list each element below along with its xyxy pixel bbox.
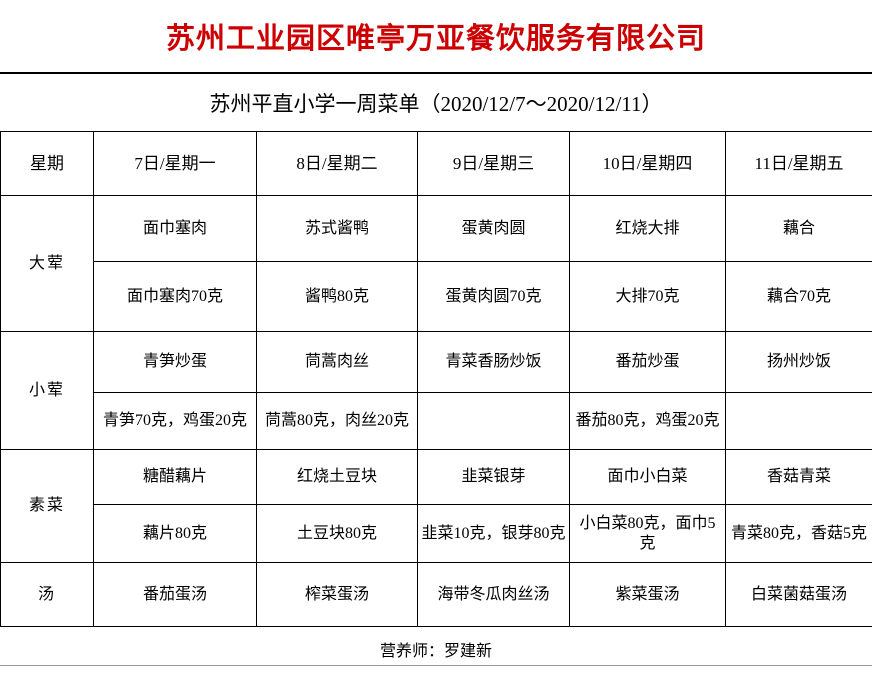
header-cell-friday: 11日/星期五 [725, 131, 872, 196]
header-cell-thursday: 10日/星期四 [569, 131, 726, 196]
dish-cell: 茼蒿肉丝 [256, 331, 418, 393]
weight-cell: 土豆块80克 [256, 504, 418, 563]
dish-cell: 红烧土豆块 [256, 449, 418, 505]
weight-cell: 藕合70克 [725, 261, 872, 332]
weight-cell: 青菜80克，香菇5克 [725, 504, 872, 563]
header-cell-tuesday: 8日/星期二 [256, 131, 418, 196]
dish-cell: 藕合 [725, 195, 872, 262]
table-header-row: 星期 7日/星期一 8日/星期二 9日/星期三 10日/星期四 11日/星期五 [0, 131, 872, 196]
dish-cell: 蛋黄肉圆 [417, 195, 570, 262]
row-label-soup: 汤 [0, 562, 94, 627]
row-label-vegetable: 素菜 [0, 449, 94, 563]
header-cell-wednesday: 9日/星期三 [417, 131, 570, 196]
soup-cell: 榨菜蛋汤 [256, 562, 418, 627]
table-row: 面巾塞肉70克 酱鸭80克 蛋黄肉圆70克 大排70克 藕合70克 [1, 261, 872, 332]
weight-cell: 面巾塞肉70克 [93, 261, 257, 332]
table-row: 青笋70克，鸡蛋20克 茼蒿80克，肉丝20克 番茄80克，鸡蛋20克 [1, 392, 872, 450]
soup-cell: 番茄蛋汤 [93, 562, 257, 627]
soup-cell: 海带冬瓜肉丝汤 [417, 562, 570, 627]
weight-cell: 蛋黄肉圆70克 [417, 261, 570, 332]
nutritionist-note: 营养师：罗建新 [379, 643, 492, 660]
weight-cell: 藕片80克 [93, 504, 257, 563]
weekly-menu-table: 星期 7日/星期一 8日/星期二 9日/星期三 10日/星期四 11日/星期五 … [0, 131, 872, 627]
dish-cell: 番茄炒蛋 [569, 331, 726, 393]
weight-cell: 小白菜80克，面巾5克 [569, 504, 726, 563]
company-title: 苏州工业园区唯亭万亚餐饮服务有限公司 [165, 23, 706, 55]
dish-cell: 扬州炒饭 [725, 331, 872, 393]
dish-cell: 青菜香肠炒饭 [417, 331, 570, 393]
row-label-small-meat: 小荤 [0, 331, 94, 450]
company-title-bar: 苏州工业园区唯亭万亚餐饮服务有限公司 [0, 0, 872, 74]
soup-cell: 紫菜蛋汤 [569, 562, 726, 627]
dish-cell: 苏式酱鸭 [256, 195, 418, 262]
table-row: 大荤 面巾塞肉 苏式酱鸭 蛋黄肉圆 红烧大排 藕合 [0, 195, 872, 332]
table-row: 汤 番茄蛋汤 榨菜蛋汤 海带冬瓜肉丝汤 紫菜蛋汤 白菜菌菇蛋汤 [0, 562, 872, 627]
dish-cell: 面巾小白菜 [569, 449, 726, 505]
weight-cell: 青笋70克，鸡蛋20克 [93, 392, 257, 450]
weight-cell: 韭菜10克，银芽80克 [417, 504, 570, 563]
table-row: 藕片80克 土豆块80克 韭菜10克，银芽80克 小白菜80克，面巾5克 青菜8… [1, 504, 872, 563]
table-row: 素菜 糖醋藕片 红烧土豆块 韭菜银芽 面巾小白菜 香菇青菜 [0, 449, 872, 563]
dish-cell: 面巾塞肉 [93, 195, 257, 262]
row-label-main-meat: 大荤 [0, 195, 94, 332]
dish-cell: 青笋炒蛋 [93, 331, 257, 393]
weight-cell: 茼蒿80克，肉丝20克 [256, 392, 418, 450]
menu-subtitle: 苏州平直小学一周菜单（2020/12/7～2020/12/11） [209, 91, 663, 116]
header-cell-week: 星期 [0, 131, 94, 196]
footer: 营养师：罗建新 [0, 627, 872, 671]
weight-cell: 酱鸭80克 [256, 261, 418, 332]
dish-cell: 糖醋藕片 [93, 449, 257, 505]
weight-cell: 大排70克 [569, 261, 726, 332]
dish-cell: 香菇青菜 [725, 449, 872, 505]
dish-cell: 韭菜银芽 [417, 449, 570, 505]
menu-subtitle-bar: 苏州平直小学一周菜单（2020/12/7～2020/12/11） [0, 74, 872, 131]
weight-cell [417, 392, 570, 450]
weight-cell: 番茄80克，鸡蛋20克 [569, 392, 726, 450]
weight-cell [725, 392, 872, 450]
bottom-divider [0, 665, 872, 666]
dish-cell: 红烧大排 [569, 195, 726, 262]
soup-cell: 白菜菌菇蛋汤 [725, 562, 872, 627]
table-row: 小荤 青笋炒蛋 茼蒿肉丝 青菜香肠炒饭 番茄炒蛋 扬州炒饭 [0, 331, 872, 450]
header-cell-monday: 7日/星期一 [93, 131, 257, 196]
